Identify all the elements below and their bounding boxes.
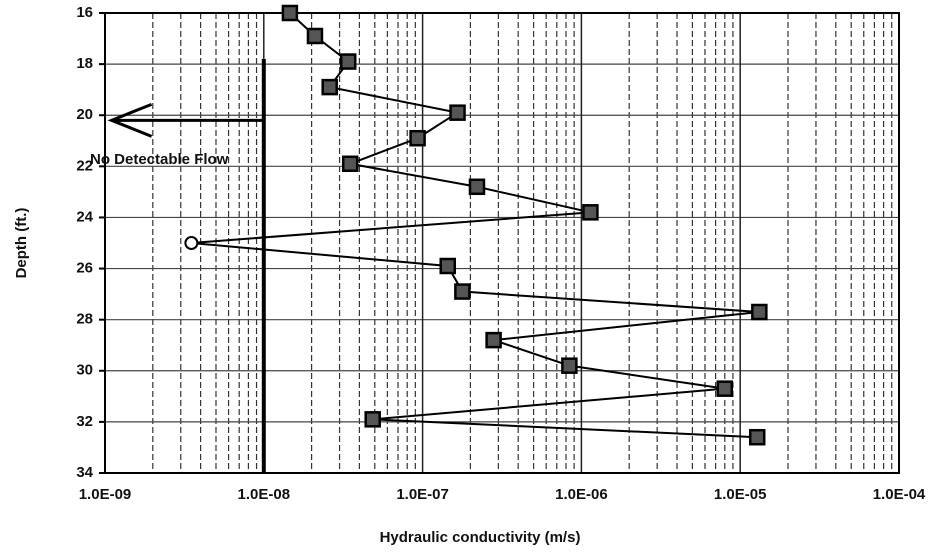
point-marker: [561, 357, 578, 374]
y-tick-label: 32: [76, 413, 93, 430]
x-tick-label: 1.0E-05: [714, 486, 767, 503]
y-tick-label: 30: [76, 362, 93, 379]
point-marker: [281, 4, 299, 22]
y-axis-title: Depth (ft.): [13, 208, 30, 279]
y-tick-label: 16: [76, 4, 93, 21]
x-axis-title: Hydraulic conductivity (m/s): [380, 529, 581, 546]
point-marker: [321, 78, 338, 96]
point-marker: [716, 380, 734, 397]
annotation-text: No Detectable Flow: [90, 151, 229, 168]
data-line: [191, 12, 760, 439]
point-marker: [485, 331, 502, 349]
point-marker: [439, 257, 456, 275]
point-marker: [341, 155, 359, 173]
point-marker: [184, 236, 199, 250]
y-tick-label: 22: [76, 157, 93, 174]
point-marker: [364, 411, 381, 428]
point-marker: [454, 283, 471, 300]
x-tick-label: 1.0E-06: [555, 486, 608, 503]
point-marker: [582, 204, 599, 221]
x-tick-label: 1.0E-08: [238, 486, 291, 503]
y-tick-label: 18: [76, 55, 93, 72]
point-marker: [748, 428, 766, 446]
point-marker: [306, 27, 324, 45]
y-tick-label: 24: [76, 208, 93, 225]
y-tick-label: 20: [76, 106, 93, 123]
x-tick-label: 1.0E-04: [873, 486, 926, 503]
point-marker: [339, 53, 357, 70]
arrow-head: [107, 102, 153, 138]
point-marker: [751, 303, 768, 321]
point-marker: [409, 129, 426, 147]
x-tick-label: 1.0E-07: [396, 486, 449, 503]
point-marker: [449, 104, 466, 121]
plot-frame: [104, 12, 900, 474]
x-tick-label: 1.0E-09: [79, 486, 132, 503]
y-tick-label: 26: [76, 260, 93, 277]
y-tick-label: 34: [76, 464, 93, 481]
point-marker: [468, 178, 486, 196]
y-tick-label: 28: [76, 311, 93, 328]
